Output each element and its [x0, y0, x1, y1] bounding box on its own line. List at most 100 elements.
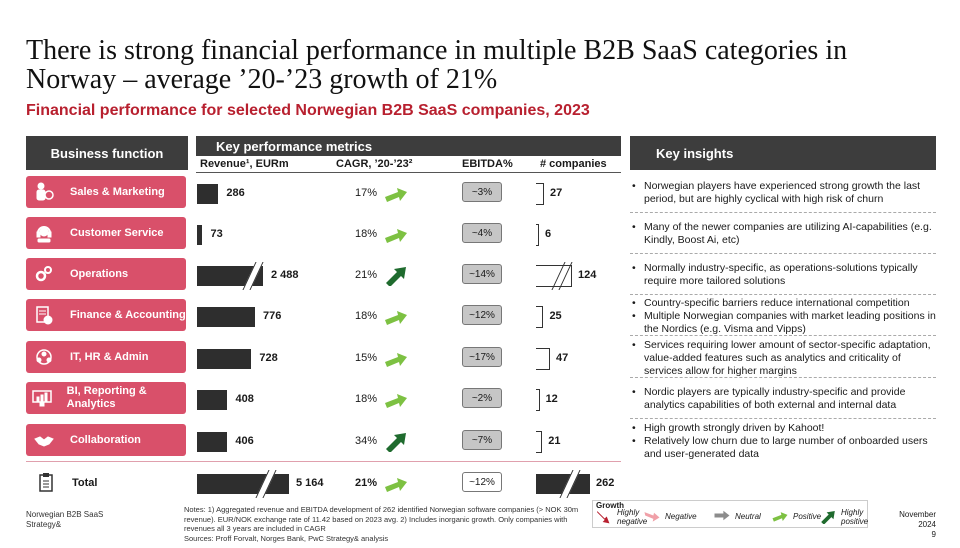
revenue-bar [197, 474, 289, 494]
page-subtitle: Financial performance for selected Norwe… [26, 102, 590, 119]
revenue-value: 2 488 [271, 269, 299, 281]
companies-bar [536, 224, 539, 246]
legend-item-positive: Positive [771, 508, 821, 525]
insight-list: Country-specific barriers reduce interna… [630, 297, 936, 336]
revenue-value: 776 [263, 310, 282, 322]
legend-label: Positive [793, 512, 822, 521]
ebitda-badge: ~12% [462, 305, 502, 325]
business-function-5[interactable]: BI, Reporting & Analytics [26, 382, 186, 414]
legend-label: Negative [665, 512, 697, 521]
growth-arrow-icon [383, 264, 409, 287]
monitor-chart-icon [26, 388, 59, 408]
revenue-value: 73 [210, 228, 223, 240]
revenue-value: 728 [259, 352, 278, 364]
growth-arrow-icon [383, 305, 409, 327]
total-label: Total [72, 477, 98, 489]
people-network-icon [26, 347, 62, 367]
footer-date: November 2024 9 [899, 510, 936, 539]
revenue-value: 286 [226, 187, 245, 199]
table-row: Finance & Accounting 776 18% ~12% 25 [0, 299, 960, 331]
revenue-bar [197, 184, 219, 204]
insight-divider [630, 212, 936, 213]
business-function-2[interactable]: Operations [26, 258, 186, 290]
clipboard-icon [36, 472, 56, 497]
table-row: Customer Service 73 18% ~4% 6 [0, 217, 960, 249]
insight-item: Nordic players are typically industry-sp… [630, 386, 936, 412]
business-function-label: BI, Reporting & Analytics [66, 385, 147, 410]
companies-value: 47 [556, 352, 569, 364]
business-function-0[interactable]: Sales & Marketing [26, 176, 186, 208]
insight-list: Normally industry-specific, as operation… [630, 262, 936, 288]
ebitda-badge: ~12% [462, 472, 502, 492]
companies-value: 124 [578, 269, 597, 281]
companies-bar [536, 348, 550, 370]
business-function-4[interactable]: IT, HR & Admin [26, 341, 186, 373]
insight-item: Norwegian players have experienced stron… [630, 180, 936, 206]
companies-bar [536, 474, 590, 494]
growth-arrow-icon [383, 182, 409, 204]
ebitda-column-header: EBITDA% [462, 158, 513, 170]
total-row: Total 5 164 21% ~12% 262 [0, 466, 960, 498]
companies-bar [536, 431, 543, 453]
headset-icon [26, 223, 62, 243]
legend-item-highly-negative: Highly negative [595, 508, 651, 526]
cagr-value: 21% [355, 269, 378, 281]
insight-list: Norwegian players have experienced stron… [630, 180, 936, 206]
business-function-3[interactable]: Finance & Accounting [26, 299, 186, 331]
table-row: BI, Reporting & Analytics 408 18% ~2% 12 [0, 382, 960, 414]
insight-divider [630, 294, 936, 295]
insight-list: Nordic players are typically industry-sp… [630, 386, 936, 412]
key-metrics-header: Key performance metrics [196, 136, 621, 156]
cagr-value: 34% [355, 435, 378, 447]
revenue-value: 5 164 [296, 477, 324, 489]
page-title: There is strong financial performance in… [26, 35, 848, 95]
insight-list: Services requiring lower amount of secto… [630, 339, 936, 378]
header-divider [196, 172, 621, 173]
companies-bar [536, 265, 572, 287]
revenue-bar [197, 390, 228, 410]
legend-label: Neutral [735, 512, 761, 521]
insight-item: High growth strongly driven by Kahoot! [630, 422, 936, 435]
business-function-6[interactable]: Collaboration [26, 424, 186, 456]
insight-item: Services requiring lower amount of secto… [630, 339, 936, 378]
companies-value: 27 [550, 187, 563, 199]
cagr-value: 21% [355, 477, 378, 489]
ebitda-badge: ~4% [462, 223, 502, 243]
insight-divider [630, 253, 936, 254]
insight-divider [630, 377, 936, 378]
insight-item: Multiple Norwegian companies with market… [630, 310, 936, 336]
cagr-column-header: CAGR, ’20-’23² [336, 158, 413, 170]
companies-bar [536, 389, 540, 411]
revenue-bar [197, 432, 228, 452]
business-function-label: Sales & Marketing [70, 185, 165, 198]
ebitda-badge: ~14% [462, 264, 502, 284]
person-money-icon [26, 182, 62, 202]
legend-label: Highly negative [617, 508, 648, 526]
companies-column-header: # companies [540, 158, 607, 170]
ebitda-badge: ~7% [462, 430, 502, 450]
business-function-header: Business function [26, 136, 188, 170]
companies-value: 6 [545, 228, 552, 240]
insight-list: Many of the newer companies are utilizin… [630, 221, 936, 247]
insight-item: Normally industry-specific, as operation… [630, 262, 936, 288]
business-function-1[interactable]: Customer Service [26, 217, 186, 249]
ebitda-badge: ~3% [462, 182, 502, 202]
companies-value: 25 [549, 310, 562, 322]
legend-item-neutral: Neutral [713, 508, 761, 525]
insight-divider [630, 335, 936, 336]
insight-item: Relatively low churn due to large number… [630, 435, 936, 461]
companies-bar [536, 306, 544, 328]
key-insights-header: Key insights [630, 136, 936, 170]
revenue-bar [197, 225, 203, 245]
cagr-value: 17% [355, 187, 378, 199]
insight-list: High growth strongly driven by Kahoot!Re… [630, 422, 936, 461]
revenue-value: 408 [235, 393, 254, 405]
companies-bar [536, 183, 545, 205]
business-function-label: Operations [70, 267, 129, 280]
cagr-value: 18% [355, 228, 378, 240]
growth-arrow-icon [771, 508, 793, 525]
revenue-bar [197, 307, 255, 327]
growth-arrow-icon [713, 508, 735, 525]
revenue-value: 406 [235, 435, 254, 447]
handshake-icon [26, 430, 62, 450]
